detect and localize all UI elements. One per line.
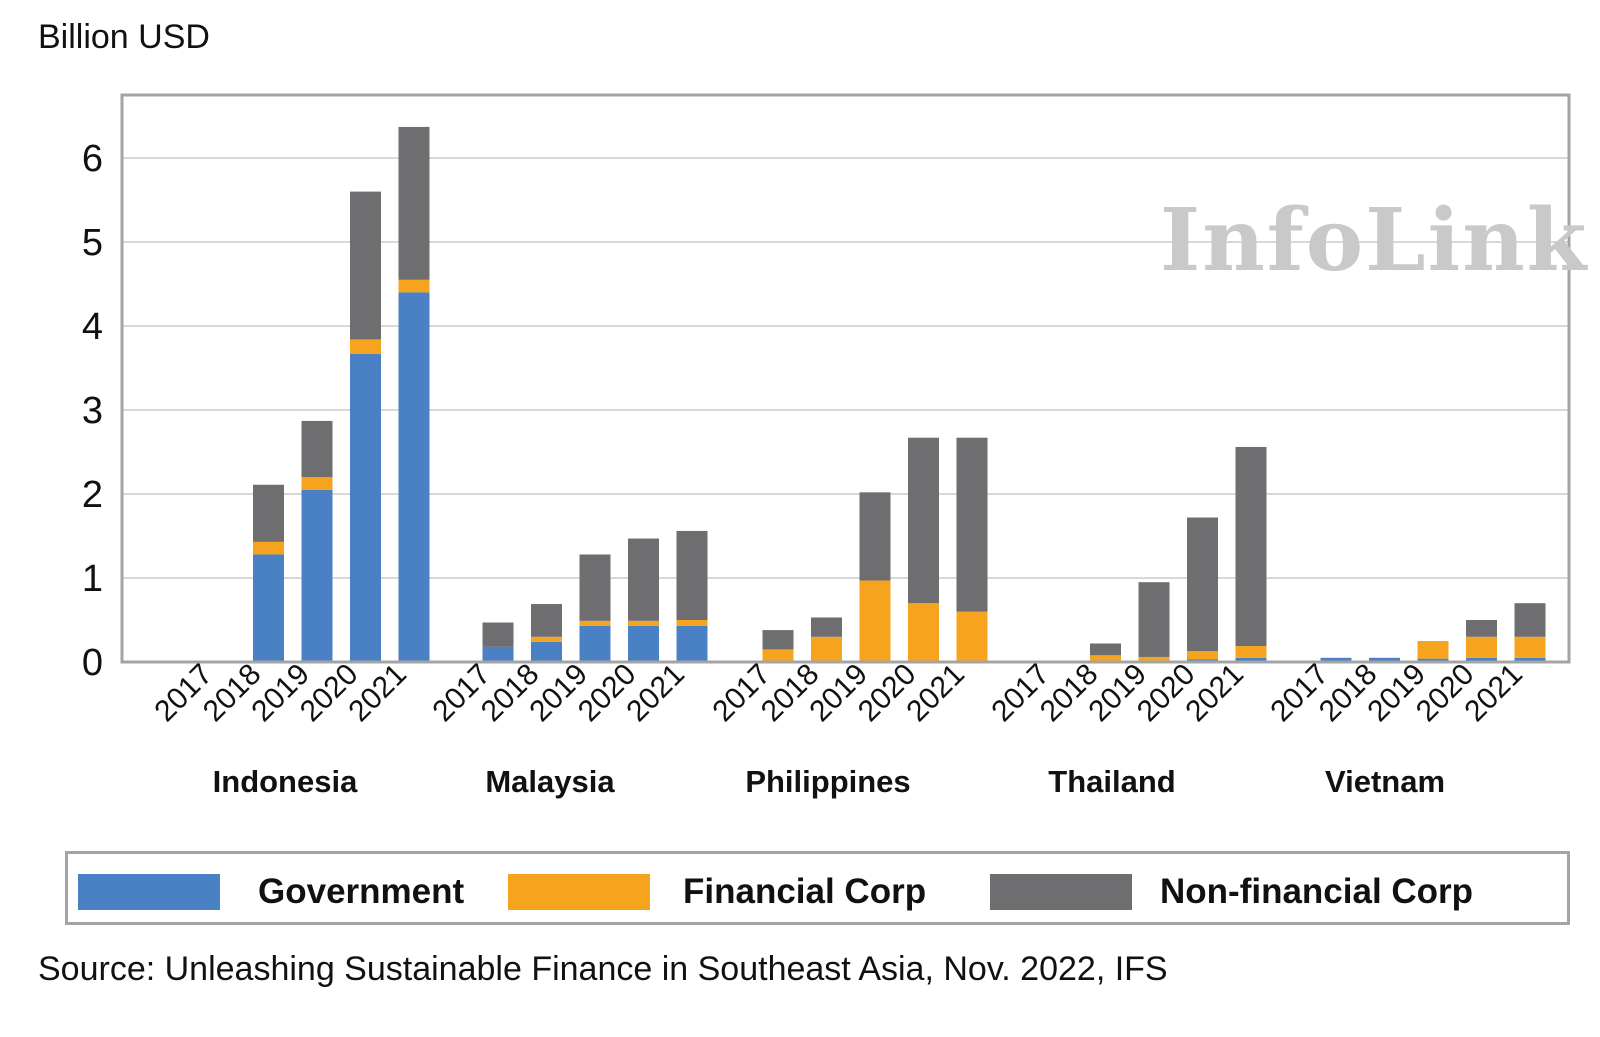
bar-segment-government [350,353,381,662]
y-tick-label: 3 [82,390,103,432]
bar-segment-nonfinancial [1138,582,1170,657]
bar-segment-nonfinancial [1514,603,1546,637]
x-tick-label: 2021 [1179,658,1250,729]
plot-frame [120,93,1571,664]
bar-segment-nonfinancial [350,191,381,340]
country-label: Indonesia [213,764,358,799]
country-label: Vietnam [1325,764,1445,799]
bar-segment-financial [1514,636,1546,658]
bar-segment-government [531,641,562,662]
bar-segment-financial [253,541,284,555]
x-tick-label: 2021 [900,658,971,729]
y-tick-label: 6 [82,138,103,180]
bar-segment-nonfinancial [811,617,842,637]
bar-segment-nonfinancial [762,630,794,650]
bar-segment-government [1417,658,1449,662]
x-tick-label: 2021 [342,658,413,729]
bar-segment-nonfinancial [398,126,430,280]
bar-segment-nonfinancial [628,538,659,621]
bar-segment-financial [956,611,988,662]
y-axis-unit-label: Billion USD [38,18,210,56]
bar-segment-nonfinancial [253,484,284,542]
legend: Government Financial Corp Non-financial … [65,851,1570,925]
legend-swatch-non-financial-corp [990,874,1132,910]
country-label: Thailand [1048,764,1175,799]
bar-segment-government [1514,657,1546,662]
bar-segment-financial [762,649,794,662]
bar-segment-financial [859,580,891,662]
bar-segment-nonfinancial [531,604,562,637]
bar-segment-nonfinancial [956,437,988,612]
bar-segment-nonfinancial [908,437,939,604]
bar-segment-financial [1235,646,1267,658]
bar-segment-financial [579,620,611,626]
bar-segment-financial [628,620,659,626]
bar-segment-financial [1090,655,1121,662]
bar-segment-financial [531,636,562,642]
bar-segment-nonfinancial [1090,643,1121,656]
y-tick-label: 2 [82,474,103,516]
bar-segment-financial [301,477,333,490]
legend-label-financial-corp: Financial Corp [683,872,927,911]
bar-segment-government [1320,657,1352,662]
bar-segment-financial [1187,651,1218,660]
bar-segment-financial [676,620,708,626]
y-tick-label: 1 [82,558,103,600]
bar-segment-nonfinancial [301,420,333,478]
legend-swatch-government [78,874,220,910]
bar-segment-financial [811,636,842,662]
y-tick-labels: 0 1 2 3 4 5 6 [82,138,103,684]
bar-segment-nonfinancial [859,492,891,581]
y-tick-label: 0 [82,642,103,684]
bar-segment-financial [350,339,381,354]
bar-segment-nonfinancial [676,530,708,620]
x-tick-label: 2021 [1458,658,1529,729]
country-label: Malaysia [485,764,615,799]
bar-segment-financial [1138,656,1170,662]
bar-segment-government [301,489,333,662]
bar-segment-nonfinancial [482,622,514,647]
bar-segment-government [482,646,514,662]
bar-segment-government [579,625,611,662]
watermark-logo: InfoLink [1160,190,1589,291]
bar-segment-government [253,554,284,662]
legend-label-government: Government [258,872,465,911]
legend-swatch-financial-corp [508,874,650,910]
bar-segment-government [1466,657,1497,662]
bar-segment-government [1235,657,1267,662]
y-tick-label: 4 [82,306,103,348]
x-tick-label: 2021 [620,658,691,729]
bar-segment-government [628,625,659,662]
bar-segment-nonfinancial [579,554,611,621]
bar-segment-nonfinancial [1466,620,1497,637]
country-labels: Indonesia Malaysia Philippines Thailand Viet… [213,764,1445,799]
bar-segment-government [1369,657,1400,662]
y-tick-label: 5 [82,222,103,264]
source-note: Source: Unleashing Sustainable Finance i… [38,950,1168,988]
bar-segment-government [398,292,430,662]
bars [253,126,1546,662]
bar-segment-nonfinancial [1187,517,1218,652]
legend-label-non-financial-corp: Non-financial Corp [1160,872,1474,911]
bar-segment-nonfinancial [1235,446,1267,647]
bar-segment-financial [908,603,939,662]
bar-segment-government [676,625,708,662]
country-label: Philippines [745,764,910,799]
bar-segment-financial [1466,636,1497,658]
bar-segment-financial [1417,641,1449,659]
bar-segment-financial [398,279,430,293]
